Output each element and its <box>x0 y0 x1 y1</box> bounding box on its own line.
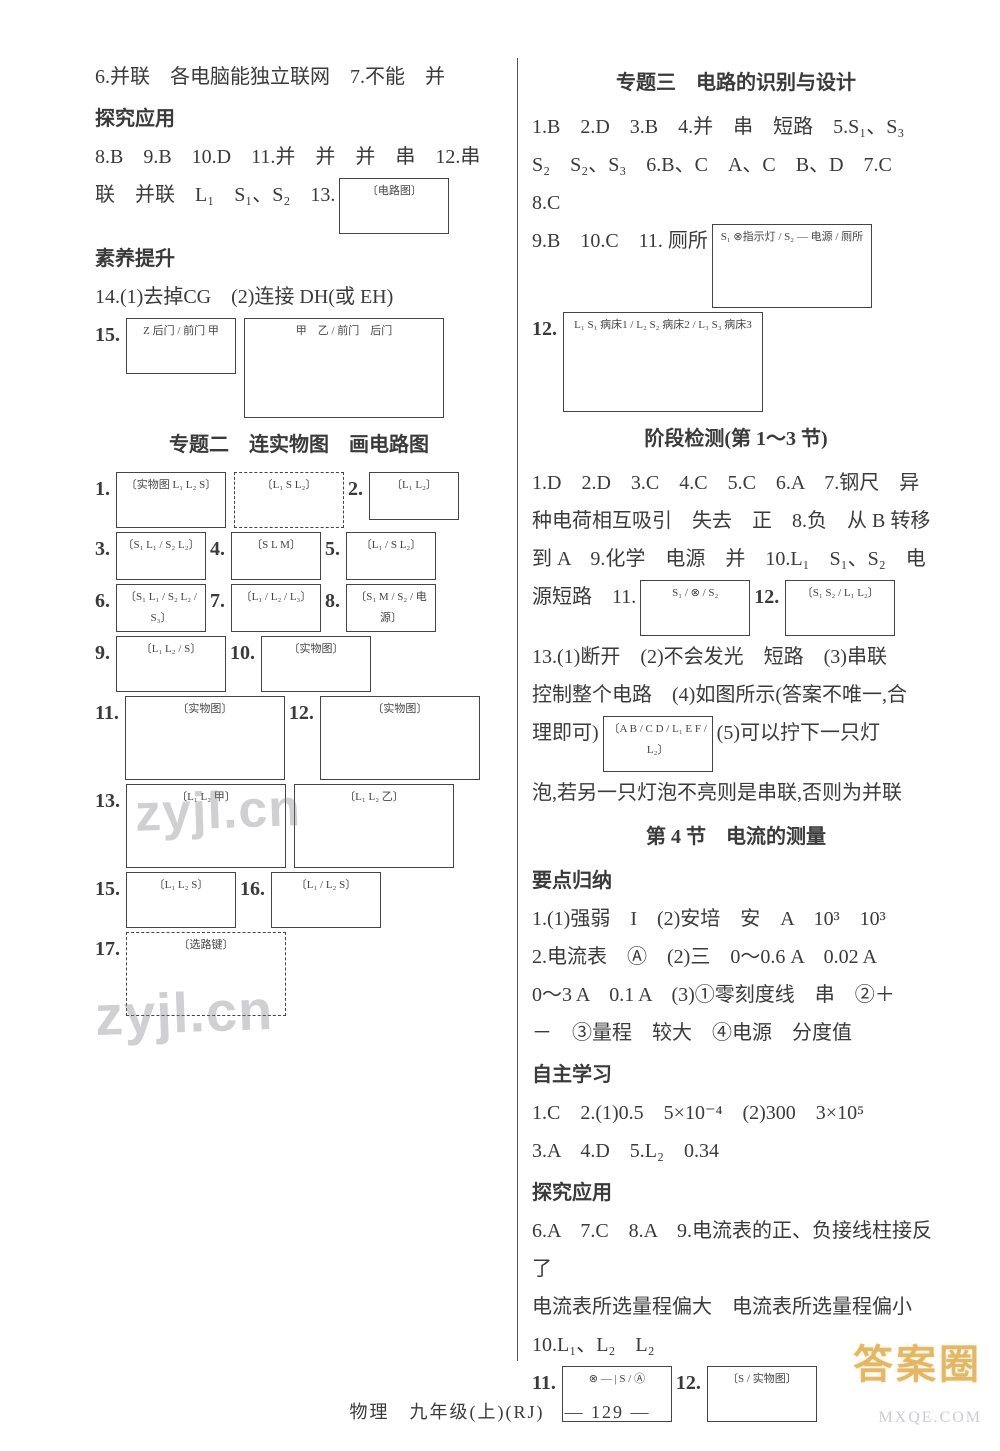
circuit-fig-13: 〔电路图〕 <box>339 178 449 234</box>
st-row-13fig: 理即可) 〔A B / C D / L₁ E F / L₂〕 (5)可以拧下一只… <box>532 714 940 774</box>
topic2-row2: 3. 〔S₁ L₁ / S₂ L₂〕 4. 〔S L M〕 5. 〔L₁ / S… <box>95 530 503 582</box>
st-line13c: 理即可) <box>532 714 599 752</box>
st-fig-12: 〔S₁ S₂ / L₁ L₂〕 <box>785 580 895 636</box>
st-line1: 1.D 2.D 3.C 4.C 5.C 6.A 7.钢尺 异 <box>532 464 940 502</box>
sec4-head3: 探究应用 <box>532 1174 940 1212</box>
left-line-13-row: 联 并联 L₁ S₁、S₂ 13. 〔电路图〕 <box>95 176 503 236</box>
st-line13e: 泡,若另一只灯泡不亮则是串联,否则为并联 <box>532 774 940 812</box>
st-line3: 到 A 9.化学 电源 并 10.L₁ S₁、S₂ 电 <box>532 540 940 578</box>
t2-fig-9: 〔L₁ L₂ / S〕 <box>116 636 226 692</box>
t3-fig-12: L₁ S₁ 病床1 / L₂ S₂ 病床2 / L₃ S₃ 病床3 <box>563 312 763 412</box>
label-15: 15. <box>95 316 120 354</box>
t2-12: 12. <box>289 694 314 732</box>
t2-fig-15: 〔L₁ L₂ S〕 <box>126 872 236 928</box>
t2-fig-12: 〔实物图〕 <box>320 696 480 780</box>
two-column-layout: 6.并联 各电脑能独立联网 7.不能 并 探究应用 8.B 9.B 10.D 1… <box>95 58 940 1361</box>
right-column: 专题三 电路的识别与设计 1.B 2.D 3.B 4.并 串 短路 5.S₁、S… <box>532 58 940 1361</box>
t2-15: 15. <box>95 870 120 908</box>
circuit-fig-15a: Z 后门 / 前门 甲 <box>126 318 236 374</box>
s4-l8: 电流表所选量程偏大 电流表所选量程偏小 <box>532 1288 940 1326</box>
t2-fig-1a: 〔实物图 L₁ L₂ S〕 <box>116 472 226 528</box>
sec4-head2: 自主学习 <box>532 1056 940 1094</box>
t3-line2: S₂ S₂、S₃ 6.B、C A、C B、D 7.C 8.C <box>532 146 940 222</box>
column-divider <box>517 58 518 1361</box>
st-row-11-12: 源短路 11. S₁ / ⊗ / S₂ 12. 〔S₁ S₂ / L₁ L₂〕 <box>532 578 940 638</box>
st-line13a: 13.(1)断开 (2)不会发光 短路 (3)串联 <box>532 638 940 676</box>
left-column: 6.并联 各电脑能独立联网 7.不能 并 探究应用 8.B 9.B 10.D 1… <box>95 58 503 1361</box>
t3-fig-11: S₁ ⊗指示灯 / S₂ — 电源 / 厕所 <box>712 224 872 308</box>
left-line-13-text: 联 并联 L₁ S₁、S₂ 13. <box>95 176 335 214</box>
t2-16: 16. <box>240 870 265 908</box>
t2-fig-7: 〔L₁ / L₂ / L₃〕 <box>231 584 321 632</box>
t2-10: 10. <box>230 634 255 672</box>
topic2-row4: 9. 〔L₁ L₂ / S〕 10. 〔实物图〕 <box>95 634 503 694</box>
topic2-row8: 17. 〔选路键〕 zyjl.cn <box>95 930 503 1018</box>
t2-1: 1. <box>95 470 110 508</box>
t2-fig-1b: 〔L₁ S L₂〕 <box>234 472 344 528</box>
topic2-row7: 15. 〔L₁ L₂ S〕 16. 〔L₁ / L₂ S〕 <box>95 870 503 930</box>
s4-l9: 10.L₁、L₂ L₂ <box>532 1326 940 1364</box>
s4-l2: 2.电流表 Ⓐ (2)三 0～0.6 A 0.02 A <box>532 938 940 976</box>
st-line4: 源短路 11. <box>532 578 636 616</box>
t2-fig-10: 〔实物图〕 <box>261 636 371 692</box>
page-footer: 物理 九年级(上)(RJ) — 129 — <box>0 1395 1000 1429</box>
sec4-title: 第 4 节 电流的测量 <box>532 818 940 856</box>
topic2-row1: 1. 〔实物图 L₁ L₂ S〕 〔L₁ S L₂〕 2. 〔L₁ L₂〕 <box>95 470 503 530</box>
topic2-row6: zyjl.cn 13. 〔L₁ L₂ 甲〕 〔L₁ L₂ 乙〕 <box>95 782 503 870</box>
s4-l3: 0～3 A 0.1 A (3)①零刻度线 串 ②＋ <box>532 976 940 1014</box>
st-fig-13: 〔A B / C D / L₁ E F / L₂〕 <box>603 716 713 772</box>
topic2-title: 专题二 连实物图 画电路图 <box>95 426 503 464</box>
t2-fig-4: 〔S L M〕 <box>231 532 321 580</box>
t2-fig-11: 〔实物图〕 <box>125 696 285 780</box>
topic2-row3: 6. 〔S₁ L₁ / S₂ L₂ / S₃〕 7. 〔L₁ / L₂ / L₃… <box>95 582 503 634</box>
t2-9: 9. <box>95 634 110 672</box>
st-line13b: 控制整个电路 (4)如图所示(答案不唯一,合 <box>532 676 940 714</box>
topic3-title: 专题三 电路的识别与设计 <box>532 64 940 102</box>
t2-17: 17. <box>95 930 120 968</box>
t3-label-12: 12. <box>532 310 557 348</box>
t2-13: 13. <box>95 782 120 820</box>
t2-fig-6: 〔S₁ L₁ / S₂ L₂ / S₃〕 <box>116 584 206 632</box>
t2-2: 2. <box>348 470 363 508</box>
t3-line3: 9.B 10.C 11. 厕所 <box>532 222 708 260</box>
fig-15-row: 15. Z 后门 / 前门 甲 甲 乙 / 前门 后门 <box>95 316 503 420</box>
st-line13d: (5)可以拧下一只灯 <box>717 714 880 752</box>
heading-suyang: 素养提升 <box>95 240 503 278</box>
t2-fig-2: 〔L₁ L₂〕 <box>369 472 459 520</box>
stage-title: 阶段检测(第 1～3 节) <box>532 420 940 458</box>
t2-3: 3. <box>95 530 110 568</box>
heading-tanjiu: 探究应用 <box>95 100 503 138</box>
s4-l5: 1.C 2.(1)0.5 5×10⁻⁴ (2)300 3×10⁵ <box>532 1094 940 1132</box>
topic2-row5: 11. 〔实物图〕 12. 〔实物图〕 <box>95 694 503 782</box>
t2-5: 5. <box>325 530 340 568</box>
t2-8: 8. <box>325 582 340 620</box>
s4-l1: 1.(1)强弱 I (2)安培 安 A 10³ 10³ <box>532 900 940 938</box>
t2-fig-13b: 〔L₁ L₂ 乙〕 <box>294 784 454 868</box>
t3-row-11: 9.B 10.C 11. 厕所 S₁ ⊗指示灯 / S₂ — 电源 / 厕所 <box>532 222 940 310</box>
sec4-head1: 要点归纳 <box>532 862 940 900</box>
t2-7: 7. <box>210 582 225 620</box>
t2-4: 4. <box>210 530 225 568</box>
t2-fig-5: 〔L₁ / S L₂〕 <box>346 532 436 580</box>
s4-l4: － ③量程 较大 ④电源 分度值 <box>532 1014 940 1052</box>
left-line-6-7: 6.并联 各电脑能独立联网 7.不能 并 <box>95 58 503 96</box>
t2-fig-13a: 〔L₁ L₂ 甲〕 <box>126 784 286 868</box>
t2-fig-17: 〔选路键〕 <box>126 932 286 1016</box>
t2-fig-8: 〔S₁ M / S₂ / 电源〕 <box>346 584 436 632</box>
st-label-12: 12. <box>754 578 779 616</box>
left-line-14: 14.(1)去掉CG (2)连接 DH(或 EH) <box>95 278 503 316</box>
t3-row-12: 12. L₁ S₁ 病床1 / L₂ S₂ 病床2 / L₃ S₃ 病床3 <box>532 310 940 414</box>
t2-fig-16: 〔L₁ / L₂ S〕 <box>271 872 381 928</box>
page: 6.并联 各电脑能独立联网 7.不能 并 探究应用 8.B 9.B 10.D 1… <box>0 0 1000 1451</box>
t3-line1: 1.B 2.D 3.B 4.并 串 短路 5.S₁、S₃ <box>532 108 940 146</box>
t2-fig-3: 〔S₁ L₁ / S₂ L₂〕 <box>116 532 206 580</box>
left-line-8-12a: 8.B 9.B 10.D 11.并 并 并 串 12.串 <box>95 138 503 176</box>
t2-11: 11. <box>95 694 119 732</box>
circuit-fig-15b: 甲 乙 / 前门 后门 <box>244 318 444 418</box>
s4-l6: 3.A 4.D 5.L₂ 0.34 <box>532 1132 940 1170</box>
s4-l7: 6.A 7.C 8.A 9.电流表的正、负接线柱接反了 <box>532 1212 940 1288</box>
st-fig-11: S₁ / ⊗ / S₂ <box>640 580 750 636</box>
st-line2: 种电荷相互吸引 失去 正 8.负 从 B 转移 <box>532 502 940 540</box>
t2-6: 6. <box>95 582 110 620</box>
